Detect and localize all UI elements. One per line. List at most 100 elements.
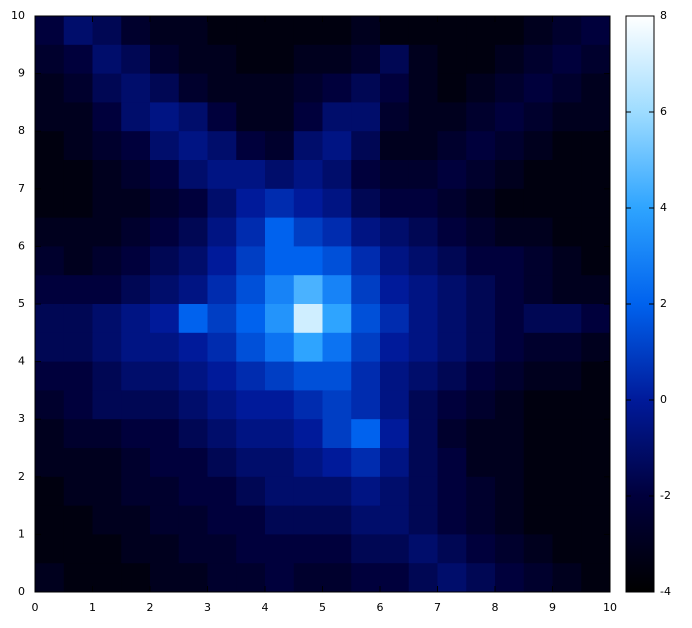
heatmap-cell (293, 188, 323, 219)
heatmap-cell (207, 390, 237, 420)
heatmap-cell (207, 361, 237, 391)
heatmap-cell (178, 217, 208, 247)
heatmap-cell (236, 73, 266, 103)
heatmap-cell (63, 304, 93, 334)
heatmap-cell (523, 16, 553, 46)
y-tick-label: 10 (11, 9, 25, 22)
heatmap-cell (581, 44, 611, 75)
heatmap-cell (265, 304, 295, 334)
heatmap-cell (35, 476, 65, 507)
heatmap-cell (265, 390, 295, 420)
heatmap-cell (121, 44, 151, 75)
y-tick-label: 1 (18, 527, 25, 540)
heatmap-cell (495, 131, 525, 161)
heatmap-cell (466, 476, 496, 507)
heatmap-cell (581, 534, 611, 564)
heatmap-cell (322, 102, 352, 132)
heatmap-cell (121, 505, 151, 535)
heatmap-cell (35, 188, 65, 219)
x-tick-label: 9 (549, 601, 556, 614)
heatmap-cell (178, 534, 208, 564)
heatmap-cell (150, 361, 180, 391)
heatmap-cell (121, 102, 151, 132)
heatmap-cell (408, 44, 438, 75)
heatmap-cell (121, 188, 151, 219)
heatmap-cell (207, 246, 237, 276)
heatmap-cell (437, 332, 467, 363)
heatmap-cell (236, 390, 266, 420)
heatmap-cell (236, 476, 266, 507)
heatmap-cell (265, 188, 295, 219)
heatmap-cell (150, 73, 180, 103)
heatmap-cell (92, 131, 122, 161)
heatmap-cell (466, 102, 496, 132)
heatmap-cell (552, 361, 582, 391)
heatmap-cell (380, 160, 410, 190)
heatmap-cell (552, 505, 582, 535)
heatmap-cell (236, 563, 266, 593)
heatmap-cell (495, 16, 525, 46)
heatmap-cell (63, 563, 93, 593)
heatmap-cell (207, 505, 237, 535)
heatmap (35, 16, 611, 593)
heatmap-cell (63, 419, 93, 449)
heatmap-cell (380, 246, 410, 276)
heatmap-cell (495, 448, 525, 478)
heatmap-cell (92, 563, 122, 593)
heatmap-cell (121, 73, 151, 103)
heatmap-cell (92, 73, 122, 103)
heatmap-cell (523, 448, 553, 478)
heatmap-cell (265, 476, 295, 507)
heatmap-cell (495, 44, 525, 75)
heatmap-cell (265, 563, 295, 593)
heatmap-cell (150, 16, 180, 46)
heatmap-cell (495, 361, 525, 391)
heatmap-cell (466, 563, 496, 593)
heatmap-cell (351, 534, 381, 564)
heatmap-cell (466, 73, 496, 103)
heatmap-cell (265, 73, 295, 103)
heatmap-cell (293, 304, 323, 334)
heatmap-cell (322, 304, 352, 334)
heatmap-cell (207, 217, 237, 247)
heatmap-cell (552, 188, 582, 219)
heatmap-cell (380, 361, 410, 391)
heatmap-cell (92, 160, 122, 190)
heatmap-cell (265, 534, 295, 564)
heatmap-cell (150, 275, 180, 305)
heatmap-cell (121, 534, 151, 564)
heatmap-cell (552, 246, 582, 276)
heatmap-cell (178, 16, 208, 46)
heatmap-cell (380, 275, 410, 305)
heatmap-cell (523, 160, 553, 190)
heatmap-cell (178, 419, 208, 449)
heatmap-cell (178, 275, 208, 305)
heatmap-cell (265, 102, 295, 132)
heatmap-cell (552, 563, 582, 593)
heatmap-cell (380, 188, 410, 219)
heatmap-cell (92, 44, 122, 75)
heatmap-cell (207, 476, 237, 507)
heatmap-cell (178, 448, 208, 478)
x-tick-label: 5 (319, 601, 326, 614)
heatmap-cell (63, 275, 93, 305)
heatmap-cell (178, 390, 208, 420)
heatmap-cell (523, 275, 553, 305)
heatmap-cell (63, 390, 93, 420)
heatmap-cell (92, 16, 122, 46)
heatmap-cell (466, 419, 496, 449)
colorbar-tick-label: 8 (660, 9, 667, 22)
heatmap-cell (408, 563, 438, 593)
heatmap-cell (293, 44, 323, 75)
heatmap-cell (236, 361, 266, 391)
heatmap-cell (63, 534, 93, 564)
heatmap-cell (35, 304, 65, 334)
heatmap-cell (121, 217, 151, 247)
heatmap-cell (63, 44, 93, 75)
heatmap-cell (207, 160, 237, 190)
heatmap-cell (63, 448, 93, 478)
heatmap-cell (351, 275, 381, 305)
heatmap-cell (581, 102, 611, 132)
heatmap-cell (121, 361, 151, 391)
heatmap-cell (408, 332, 438, 363)
